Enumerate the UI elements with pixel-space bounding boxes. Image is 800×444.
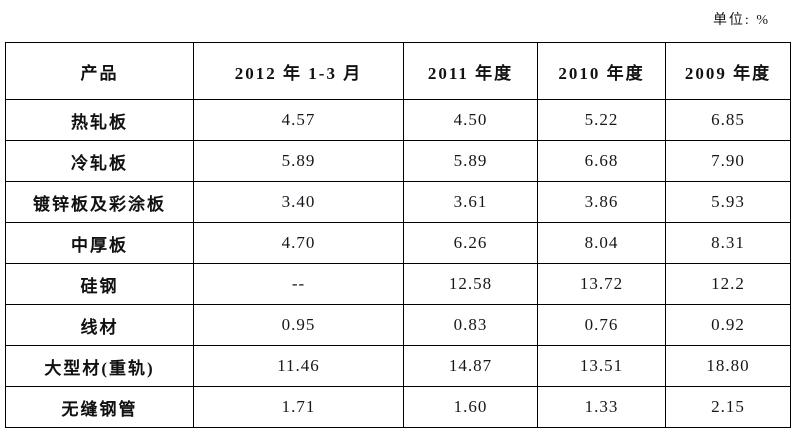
column-header-2012-q1: 2012 年 1-3 月 — [193, 42, 404, 100]
product-name-cell: 中厚板 — [5, 222, 194, 264]
product-name-cell: 热轧板 — [5, 99, 194, 141]
value-cell: -- — [193, 263, 404, 305]
value-cell: 8.31 — [665, 222, 791, 264]
value-cell: 5.93 — [665, 181, 791, 223]
table-row: 热轧板 4.57 4.50 5.22 6.85 — [5, 99, 791, 141]
product-name-cell: 无缝钢管 — [5, 386, 194, 428]
value-cell: 3.40 — [193, 181, 404, 223]
product-percentage-table: 产品 2012 年 1-3 月 2011 年度 2010 年度 2009 年度 … — [5, 42, 791, 428]
value-cell: 14.87 — [403, 345, 538, 387]
value-cell: 6.85 — [665, 99, 791, 141]
value-cell: 3.61 — [403, 181, 538, 223]
value-cell: 2.15 — [665, 386, 791, 428]
column-header-2010: 2010 年度 — [537, 42, 666, 100]
value-cell: 6.68 — [537, 140, 666, 182]
table-row: 线材 0.95 0.83 0.76 0.92 — [5, 304, 791, 346]
value-cell: 13.72 — [537, 263, 666, 305]
value-cell: 4.70 — [193, 222, 404, 264]
value-cell: 0.83 — [403, 304, 538, 346]
column-header-2009: 2009 年度 — [665, 42, 791, 100]
table-row: 硅钢 -- 12.58 13.72 12.2 — [5, 263, 791, 305]
value-cell: 12.58 — [403, 263, 538, 305]
value-cell: 3.86 — [537, 181, 666, 223]
table-row: 镀锌板及彩涂板 3.40 3.61 3.86 5.93 — [5, 181, 791, 223]
value-cell: 0.76 — [537, 304, 666, 346]
column-header-2011: 2011 年度 — [403, 42, 538, 100]
value-cell: 1.33 — [537, 386, 666, 428]
table-row: 冷轧板 5.89 5.89 6.68 7.90 — [5, 140, 791, 182]
table-row: 中厚板 4.70 6.26 8.04 8.31 — [5, 222, 791, 264]
value-cell: 0.92 — [665, 304, 791, 346]
value-cell: 12.2 — [665, 263, 791, 305]
value-cell: 13.51 — [537, 345, 666, 387]
unit-label: 单位: % — [712, 13, 770, 28]
product-name-cell: 镀锌板及彩涂板 — [5, 181, 194, 223]
value-cell: 6.26 — [403, 222, 538, 264]
value-cell: 1.71 — [193, 386, 404, 428]
table-row: 无缝钢管 1.71 1.60 1.33 2.15 — [5, 386, 791, 428]
product-name-cell: 硅钢 — [5, 263, 194, 305]
value-cell: 0.95 — [193, 304, 404, 346]
value-cell: 7.90 — [665, 140, 791, 182]
value-cell: 5.89 — [403, 140, 538, 182]
value-cell: 18.80 — [665, 345, 791, 387]
value-cell: 5.89 — [193, 140, 404, 182]
value-cell: 5.22 — [537, 99, 666, 141]
value-cell: 11.46 — [193, 345, 404, 387]
product-name-cell: 大型材(重轨) — [5, 345, 194, 387]
value-cell: 1.60 — [403, 386, 538, 428]
table-header-row: 产品 2012 年 1-3 月 2011 年度 2010 年度 2009 年度 — [5, 42, 791, 100]
value-cell: 4.57 — [193, 99, 404, 141]
product-name-cell: 线材 — [5, 304, 194, 346]
column-header-product: 产品 — [5, 42, 194, 100]
value-cell: 8.04 — [537, 222, 666, 264]
product-name-cell: 冷轧板 — [5, 140, 194, 182]
table-row: 大型材(重轨) 11.46 14.87 13.51 18.80 — [5, 345, 791, 387]
value-cell: 4.50 — [403, 99, 538, 141]
